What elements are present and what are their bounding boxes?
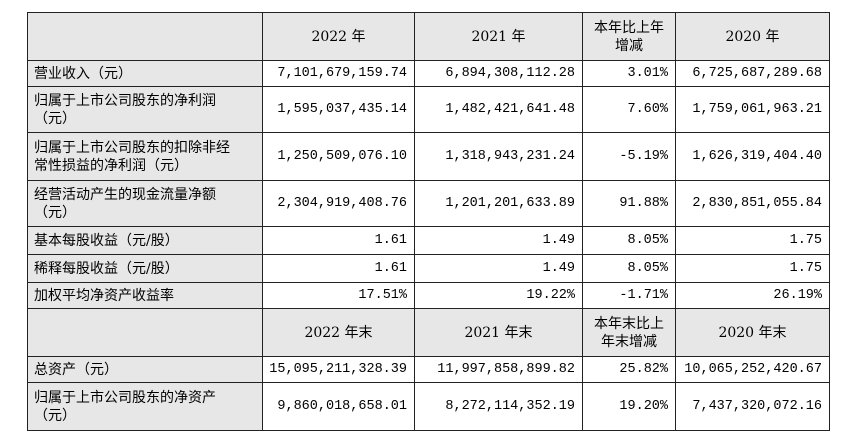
table-row: 基本每股收益（元/股） 1.61 1.49 8.05% 1.75	[27, 226, 830, 255]
value-2022: 1,595,037,435.14	[262, 86, 415, 133]
column-header-2021-year-end: 2021 年末	[414, 308, 583, 357]
value-2022: 1.61	[262, 254, 415, 283]
value-2020: 1,626,319,404.40	[675, 132, 830, 181]
row-label: 基本每股收益（元/股）	[27, 226, 263, 255]
value-2021: 6,894,308,112.28	[414, 60, 583, 87]
row-label: 归属于上市公司股东的扣除非经 常性损益的净利润（元）	[27, 132, 263, 181]
value-2021: 1.49	[414, 226, 583, 255]
value-2020: 10,065,252,420.67	[675, 356, 830, 383]
corner-cell	[27, 308, 263, 357]
value-2021: 1,318,943,231.24	[414, 132, 583, 181]
column-header-2021: 2021 年	[414, 12, 583, 61]
value-2022: 1,250,509,076.10	[262, 132, 415, 181]
table-row: 归属于上市公司股东的扣除非经 常性损益的净利润（元） 1,250,509,076…	[27, 132, 830, 181]
value-2022: 1.61	[262, 226, 415, 255]
value-2020: 2,830,851,055.84	[675, 180, 830, 227]
row-label: 总资产（元）	[27, 356, 263, 383]
row-label: 归属于上市公司股东的净利润 （元）	[27, 86, 263, 133]
value-2021: 1,201,201,633.89	[414, 180, 583, 227]
value-2021: 1.49	[414, 254, 583, 283]
value-2021: 8,272,114,352.19	[414, 382, 583, 431]
row-label: 营业收入（元）	[27, 60, 263, 87]
table-row: 总资产（元） 15,095,211,328.39 11,997,858,899.…	[27, 356, 830, 383]
value-2022: 15,095,211,328.39	[262, 356, 415, 383]
column-header-yoy-change: 本年比上年 增减	[582, 12, 676, 61]
value-2020: 1,759,061,963.21	[675, 86, 830, 133]
column-header-year-end-change: 本年末比上 年末增减	[582, 308, 676, 357]
table-row: 经营活动产生的现金流量净额 （元） 2,304,919,408.76 1,201…	[27, 180, 830, 227]
value-2020: 7,437,320,072.16	[675, 382, 830, 431]
column-header-2020: 2020 年	[675, 12, 830, 61]
row-label: 经营活动产生的现金流量净额 （元）	[27, 180, 263, 227]
value-2021: 19.22%	[414, 282, 583, 309]
row-label: 加权平均净资产收益率	[27, 282, 263, 309]
value-2022: 2,304,919,408.76	[262, 180, 415, 227]
value-2020: 26.19%	[675, 282, 830, 309]
table-row: 归属于上市公司股东的净利润 （元） 1,595,037,435.14 1,482…	[27, 86, 830, 133]
row-label: 稀释每股收益（元/股）	[27, 254, 263, 283]
yoy-change: 25.82%	[582, 356, 676, 383]
yoy-change: 8.05%	[582, 226, 676, 255]
value-2022: 9,860,018,658.01	[262, 382, 415, 431]
table-row: 营业收入（元） 7,101,679,159.74 6,894,308,112.2…	[27, 60, 830, 87]
yoy-change: 7.60%	[582, 86, 676, 133]
value-2022: 17.51%	[262, 282, 415, 309]
table-row: 加权平均净资产收益率 17.51% 19.22% -1.71% 26.19%	[27, 282, 830, 309]
yoy-change: 3.01%	[582, 60, 676, 87]
table-row: 归属于上市公司股东的净资产 （元） 9,860,018,658.01 8,272…	[27, 382, 830, 431]
yoy-change: -5.19%	[582, 132, 676, 181]
row-label: 归属于上市公司股东的净资产 （元）	[27, 382, 263, 431]
corner-cell	[27, 12, 263, 61]
yoy-change: 91.88%	[582, 180, 676, 227]
yoy-change: -1.71%	[582, 282, 676, 309]
value-2022: 7,101,679,159.74	[262, 60, 415, 87]
value-2021: 11,997,858,899.82	[414, 356, 583, 383]
header-row-annual: 2022 年 2021 年 本年比上年 增减 2020 年	[27, 12, 830, 61]
table-row: 稀释每股收益（元/股） 1.61 1.49 8.05% 1.75	[27, 254, 830, 283]
column-header-2022: 2022 年	[262, 12, 415, 61]
column-header-2020-year-end: 2020 年末	[675, 308, 830, 357]
value-2020: 6,725,687,289.68	[675, 60, 830, 87]
key-financial-data-table: 2022 年 2021 年 本年比上年 增减 2020 年 营业收入（元） 7,…	[27, 12, 830, 431]
yoy-change: 19.20%	[582, 382, 676, 431]
header-row-year-end: 2022 年末 2021 年末 本年末比上 年末增减 2020 年末	[27, 308, 830, 357]
column-header-2022-year-end: 2022 年末	[262, 308, 415, 357]
yoy-change: 8.05%	[582, 254, 676, 283]
value-2020: 1.75	[675, 254, 830, 283]
value-2020: 1.75	[675, 226, 830, 255]
value-2021: 1,482,421,641.48	[414, 86, 583, 133]
